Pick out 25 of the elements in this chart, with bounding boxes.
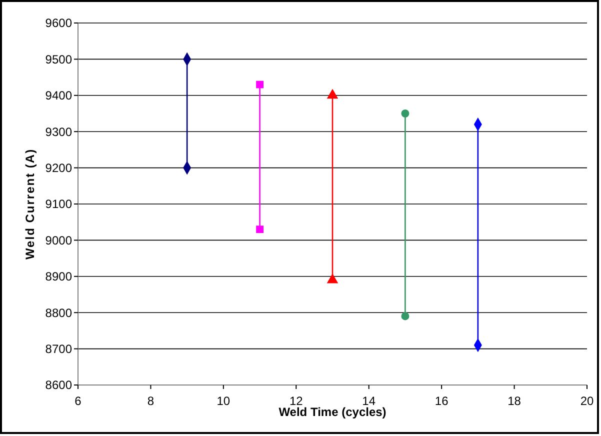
y-tick-label: 9200 <box>45 161 72 175</box>
x-tick-label: 10 <box>216 394 230 408</box>
x-tick-label: 18 <box>508 394 522 408</box>
y-tick-label: 8800 <box>45 306 72 320</box>
y-tick-label: 9400 <box>45 88 72 103</box>
x-tick-label: 16 <box>434 394 449 408</box>
x-tick-label: 12 <box>289 394 304 408</box>
y-tick-label: 9000 <box>45 233 72 248</box>
y-tick-label: 9500 <box>45 52 72 66</box>
x-tick-label: 8 <box>147 394 154 408</box>
y-tick-label: 9300 <box>45 124 72 139</box>
x-tick-label: 6 <box>74 394 82 408</box>
y-tick-label: 9600 <box>45 16 72 30</box>
x-axis-title: Weld Time (cycles) <box>278 405 386 419</box>
point <box>401 110 410 118</box>
x-tick-label: 14 <box>362 394 376 408</box>
point <box>256 226 264 234</box>
y-axis-title: Weld Current (A) <box>23 148 37 260</box>
point <box>256 80 264 88</box>
point <box>401 312 410 320</box>
y-tick-label: 9100 <box>45 197 72 212</box>
y-tick-label: 8600 <box>45 378 72 392</box>
x-tick-label: 20 <box>580 394 594 408</box>
y-tick-label: 8700 <box>45 342 72 356</box>
y-tick-label: 8900 <box>45 270 72 284</box>
